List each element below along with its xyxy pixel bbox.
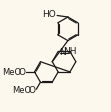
Text: MeO: MeO [2, 68, 21, 77]
Text: O: O [19, 68, 26, 77]
Text: NH: NH [63, 46, 76, 55]
Text: MeO: MeO [12, 85, 31, 94]
Text: N: N [59, 48, 66, 57]
Text: O: O [29, 85, 36, 94]
Text: HO: HO [42, 10, 56, 19]
